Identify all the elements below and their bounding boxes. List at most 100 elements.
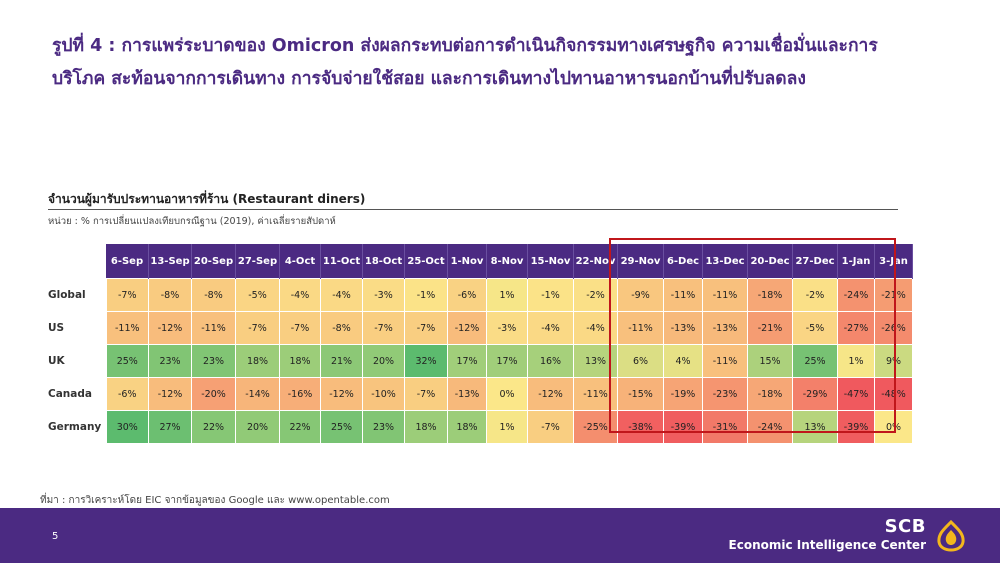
heatmap-cell: 22% [279, 410, 321, 444]
brand-name: SCB [884, 516, 926, 537]
heatmap-cell: -48% [874, 377, 913, 411]
heatmap-cell: -10% [362, 377, 405, 411]
heatmap-cell: -24% [837, 278, 875, 312]
heatmap-cell: 22% [191, 410, 236, 444]
heatmap-cell: 9% [874, 344, 913, 378]
brand-subtitle: Economic Intelligence Center [728, 538, 926, 552]
column-header: 27-Dec [792, 244, 838, 279]
column-header: 11-Oct [320, 244, 363, 279]
heatmap-cell: -38% [617, 410, 664, 444]
row-label: US [44, 311, 106, 345]
heatmap-row: Global -7% -8% -8% -5% -4% -4% -3% -1% -6% 1% -1% -2… [44, 278, 913, 312]
brand-block: SCB Economic Intelligence Center [729, 517, 926, 553]
heatmap-cell: 21% [320, 344, 363, 378]
heatmap-cell: 27% [148, 410, 192, 444]
heatmap-cell: -11% [573, 377, 618, 411]
heatmap-cell: 23% [362, 410, 405, 444]
heatmap-cell: -12% [148, 311, 192, 345]
heatmap-cell: -12% [148, 377, 192, 411]
heatmap-cell: -13% [663, 311, 703, 345]
heatmap-cell: -11% [617, 311, 664, 345]
heatmap-cell: -21% [747, 311, 793, 345]
column-header: 1-Jan [837, 244, 875, 279]
heatmap-cell: 17% [447, 344, 487, 378]
heatmap-cell: -31% [702, 410, 748, 444]
heatmap-cell: -2% [573, 278, 618, 312]
heatmap-cell: -13% [447, 377, 487, 411]
heatmap-cell: 0% [486, 377, 528, 411]
heatmap-cell: -12% [447, 311, 487, 345]
heatmap-cell: -16% [279, 377, 321, 411]
chart-title: จำนวนผู้มารับประทานอาหารที่ร้าน (Restaur… [48, 192, 366, 206]
heatmap-cell: -11% [702, 278, 748, 312]
heatmap-cell: -18% [747, 278, 793, 312]
chart-unit-note: หน่วย : % การเปลี่ยนแปลงเทียบกรณีฐาน (20… [48, 216, 336, 227]
heatmap-cell: -26% [874, 311, 913, 345]
heatmap-body: Global -7% -8% -8% -5% -4% -4% -3% -1% -6% 1% -1% -2… [44, 278, 913, 444]
heatmap-cell: -4% [320, 278, 363, 312]
heatmap-cell: 18% [235, 344, 280, 378]
column-header: 6-Sep [106, 244, 149, 279]
heatmap-cell: 16% [527, 344, 574, 378]
heatmap-cell: 25% [792, 344, 838, 378]
heatmap-cell: 20% [362, 344, 405, 378]
heatmap-cell: -27% [837, 311, 875, 345]
heatmap-cell: 18% [279, 344, 321, 378]
page-number: 5 [52, 531, 59, 542]
heatmap-cell: -29% [792, 377, 838, 411]
heatmap-cell: 1% [486, 410, 528, 444]
column-header: 3-Jan [874, 244, 913, 279]
heatmap-cell: 23% [191, 344, 236, 378]
heatmap-cell: 13% [573, 344, 618, 378]
heatmap-cell: -8% [148, 278, 192, 312]
column-header: 29-Nov [617, 244, 664, 279]
heatmap-cell: 6% [617, 344, 664, 378]
heatmap-header-row: 6-Sep 13-Sep 20-Sep 27-Sep 4-Oct 11-Oct 18-Oct… [44, 244, 913, 279]
row-label: UK [44, 344, 106, 378]
heatmap-cell: -11% [702, 344, 748, 378]
row-label: Germany [44, 410, 106, 444]
heatmap-cell: -13% [702, 311, 748, 345]
heatmap-row: US -11% -12% -11% -7% -7% -8% -7% -7% -12% -3% -4% -… [44, 311, 913, 345]
heatmap-cell: -7% [404, 311, 448, 345]
heatmap-cell: 32% [404, 344, 448, 378]
heatmap-cell: 13% [792, 410, 838, 444]
row-label: Global [44, 278, 106, 312]
heatmap-cell: 0% [874, 410, 913, 444]
heatmap-cell: -4% [573, 311, 618, 345]
column-header: 20-Dec [747, 244, 793, 279]
heatmap-cell: -7% [235, 311, 280, 345]
heatmap-cell: -5% [235, 278, 280, 312]
heatmap-cell: -39% [663, 410, 703, 444]
heatmap-cell: -6% [447, 278, 487, 312]
heatmap-cell: -12% [527, 377, 574, 411]
heatmap-cell: -7% [362, 311, 405, 345]
heatmap-cell: -7% [404, 377, 448, 411]
heatmap-cell: -15% [617, 377, 664, 411]
heatmap-cell: -11% [105, 311, 149, 345]
heatmap-cell: -18% [747, 377, 793, 411]
heatmap-cell: -6% [105, 377, 149, 411]
heatmap-cell: 18% [404, 410, 448, 444]
column-header: 20-Sep [191, 244, 236, 279]
heatmap-cell: 25% [105, 344, 149, 378]
column-header: 13-Dec [702, 244, 748, 279]
heatmap-cell: 15% [747, 344, 793, 378]
column-header: 1-Nov [447, 244, 487, 279]
column-header: 18-Oct [362, 244, 405, 279]
heatmap-cell: -9% [617, 278, 664, 312]
heatmap-cell: 1% [837, 344, 875, 378]
heatmap-cell: -39% [837, 410, 875, 444]
heatmap-cell: -4% [527, 311, 574, 345]
heatmap-cell: 30% [105, 410, 149, 444]
heatmap-cell: -2% [792, 278, 838, 312]
heatmap-cell: -7% [105, 278, 149, 312]
heatmap-cell: -1% [404, 278, 448, 312]
row-label: Canada [44, 377, 106, 411]
column-header: 4-Oct [279, 244, 321, 279]
source-note: ที่มา : การวิเคราะห์โดย EIC จากข้อมูลของ… [40, 495, 390, 506]
heatmap-cell: -1% [527, 278, 574, 312]
heatmap-cell: 18% [447, 410, 487, 444]
heatmap-cell: 23% [148, 344, 192, 378]
heatmap-cell: -23% [702, 377, 748, 411]
